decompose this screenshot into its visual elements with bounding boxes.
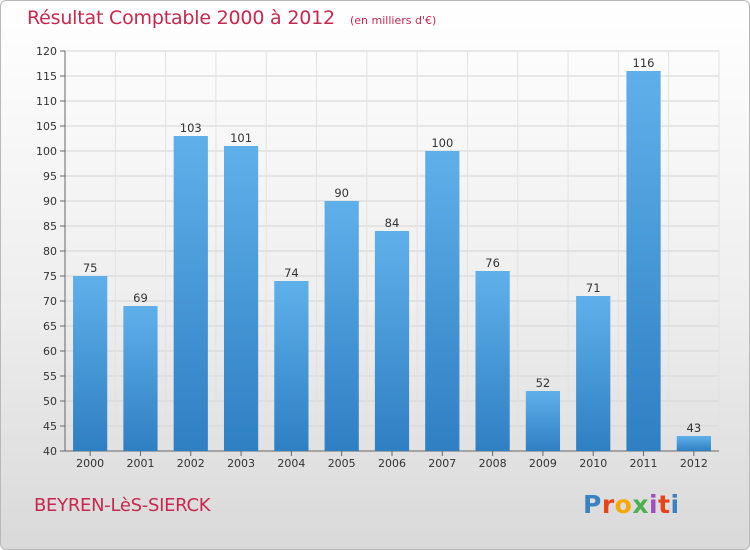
y-tick-label: 45 xyxy=(43,420,57,433)
chart-title: Résultat Comptable 2000 à 2012 xyxy=(27,7,335,29)
value-labels: 75 69 103 101 74 90 84 100 76 52 71 116 43 xyxy=(83,56,701,435)
bar-2000 xyxy=(73,276,108,451)
data-label: 103 xyxy=(180,121,202,135)
brand-letter: t xyxy=(658,490,671,519)
x-tick-label: 2008 xyxy=(479,457,507,470)
chart-header: Résultat Comptable 2000 à 2012 (en milli… xyxy=(27,7,436,29)
x-tick-label: 2002 xyxy=(177,457,205,470)
x-tick-label: 2004 xyxy=(277,457,305,470)
y-tick-label: 65 xyxy=(43,320,57,333)
y-tick-label: 115 xyxy=(36,70,57,83)
bar-2007 xyxy=(425,151,460,451)
y-tick-label: 90 xyxy=(43,195,57,208)
bar-2009 xyxy=(525,391,561,451)
data-label: 69 xyxy=(133,291,148,305)
brand-letter: i xyxy=(670,490,680,519)
y-tick-label: 95 xyxy=(43,170,57,183)
y-tick-label: 60 xyxy=(43,345,57,358)
brand-letter: P xyxy=(583,490,602,519)
x-tick-label: 2009 xyxy=(529,457,557,470)
proxiti-logo[interactable]: Proxiti xyxy=(583,490,680,519)
data-label: 74 xyxy=(284,266,299,280)
data-label: 71 xyxy=(586,281,601,295)
x-tick-label: 2012 xyxy=(680,457,708,470)
bar-2001 xyxy=(123,306,158,451)
y-tick-label: 85 xyxy=(43,220,57,233)
x-tick-label: 2010 xyxy=(579,457,607,470)
bar-2012 xyxy=(676,436,711,451)
brand-letter: r xyxy=(601,490,615,519)
data-label: 76 xyxy=(485,256,500,270)
y-tick-label: 75 xyxy=(43,270,57,283)
data-label: 101 xyxy=(230,131,252,145)
chart-subtitle: (en milliers d'€) xyxy=(349,14,437,27)
bars xyxy=(73,71,711,451)
bar-2005 xyxy=(324,201,359,451)
y-tick-label: 40 xyxy=(43,445,57,458)
bar-2011 xyxy=(626,71,661,451)
bar-2003 xyxy=(223,146,259,451)
y-tick-label: 50 xyxy=(43,395,57,408)
y-tick-label: 100 xyxy=(36,145,57,158)
data-label: 75 xyxy=(83,261,98,275)
bar-2006 xyxy=(374,231,410,451)
data-label: 116 xyxy=(633,56,655,70)
brand-letter: o xyxy=(614,490,633,519)
data-label: 100 xyxy=(431,136,453,150)
data-label: 90 xyxy=(334,186,349,200)
commune-name: BEYREN-LèS-SIERCK xyxy=(34,495,211,516)
x-tick-label: 2011 xyxy=(630,457,658,470)
x-tick-label: 2007 xyxy=(428,457,456,470)
x-tick-label: 2003 xyxy=(227,457,255,470)
y-tick-label: 120 xyxy=(36,45,57,58)
y-tick-label: 105 xyxy=(36,120,57,133)
x-tick-label: 2006 xyxy=(378,457,406,470)
y-tick-label: 80 xyxy=(43,245,57,258)
data-label: 84 xyxy=(385,216,400,230)
brand-letter: i xyxy=(649,490,659,519)
data-label: 52 xyxy=(536,376,551,390)
x-axis: 2000 2001 2002 2003 2004 2005 2006 2007 2008 2009… xyxy=(65,450,719,470)
x-tick-label: 2001 xyxy=(126,457,154,470)
y-tick-label: 70 xyxy=(43,295,57,308)
data-label: 43 xyxy=(687,421,702,435)
y-axis: 40 45 50 55 60 65 70 75 80 85 90 95 100 105 110 115 120 xyxy=(36,45,66,458)
bar-2010 xyxy=(576,296,611,451)
bar-2002 xyxy=(173,136,208,451)
x-tick-label: 2000 xyxy=(76,457,104,470)
x-tick-label: 2005 xyxy=(328,457,356,470)
y-tick-label: 55 xyxy=(43,370,57,383)
bar-2004 xyxy=(274,281,309,451)
bar-2008 xyxy=(475,271,510,451)
y-tick-label: 110 xyxy=(36,95,57,108)
brand-letter: x xyxy=(632,490,649,519)
